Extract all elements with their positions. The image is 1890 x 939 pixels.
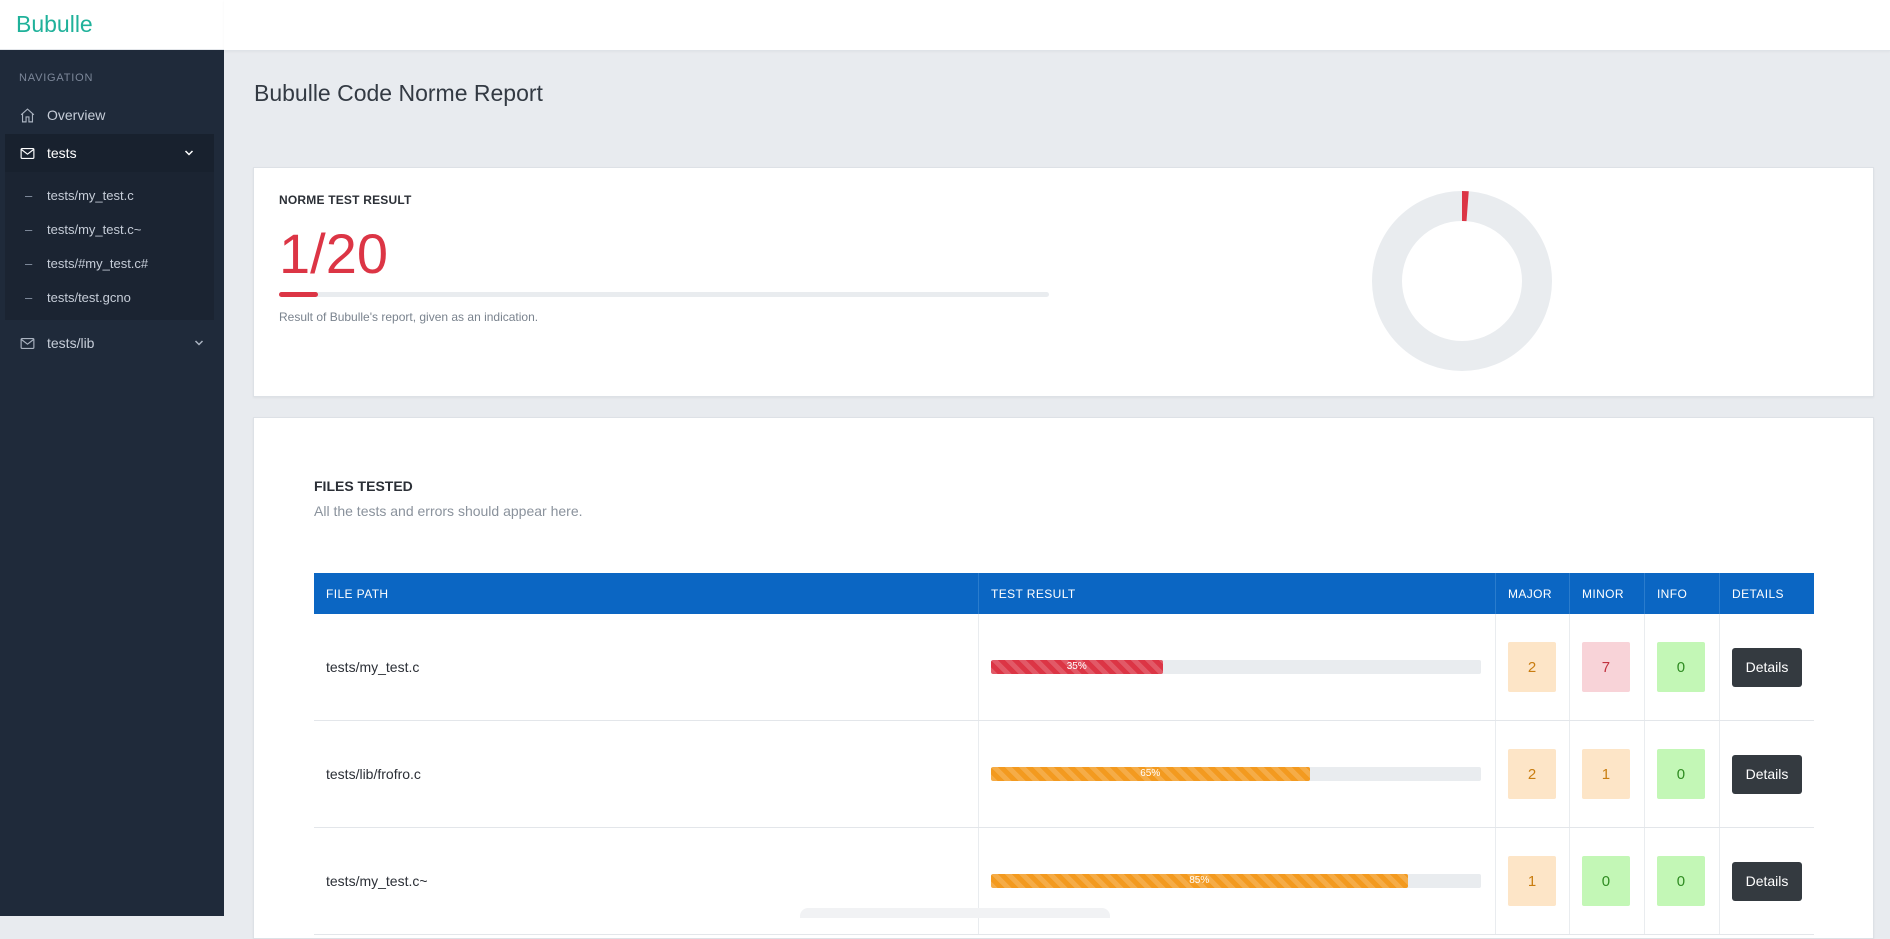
files-title: FILES TESTED <box>314 478 413 494</box>
minor-count-badge: 7 <box>1581 642 1630 692</box>
top-bar <box>224 0 1890 51</box>
header-file-path: FILE PATH <box>314 573 979 614</box>
test-result-bar: 65% <box>991 767 1481 781</box>
test-result-bar: 85% <box>991 874 1481 888</box>
inbox-icon <box>19 144 37 162</box>
sidebar-item-label: Overview <box>47 107 106 123</box>
details-button[interactable]: Details <box>1732 861 1802 901</box>
table-row: tests/my_test.c~ 85% 1 0 0 Details <box>314 827 1814 935</box>
sidebar-item-overview[interactable]: Overview <box>0 96 224 134</box>
home-icon <box>19 106 37 124</box>
minor-count-badge: 1 <box>1581 749 1630 799</box>
score-progress-bar <box>279 292 1049 297</box>
sidebar-item-tests-lib[interactable]: tests/lib <box>0 324 224 362</box>
file-path: tests/my_test.c <box>326 659 420 675</box>
nav-section-title: NAVIGATION <box>19 72 94 84</box>
details-button[interactable]: Details <box>1732 647 1802 687</box>
sidebar-item-label: tests/lib <box>47 335 95 351</box>
major-count-badge: 2 <box>1507 749 1556 799</box>
table-row: tests/lib/frofro.c 65% 2 1 0 Details <box>314 720 1814 828</box>
sidebar-item-label: tests <box>47 145 77 161</box>
sidebar-subitem-file[interactable]: – tests/my_test.c <box>5 178 214 212</box>
header-details: DETAILS <box>1719 573 1814 614</box>
sidebar-subitem-file[interactable]: – tests/#my_test.c# <box>5 246 214 280</box>
table-row: tests/my_test.c 35% 2 7 0 Details <box>314 614 1814 721</box>
details-button[interactable]: Details <box>1732 754 1802 794</box>
sidebar-subitem-label: tests/my_test.c~ <box>47 221 142 237</box>
test-result-fill: 35% <box>991 660 1163 674</box>
header-info: INFO <box>1644 573 1721 614</box>
sidebar-subitem-label: tests/#my_test.c# <box>47 255 149 271</box>
info-count-badge: 0 <box>1656 749 1705 799</box>
sidebar: Bubulle NAVIGATION Overview tests – test… <box>0 0 224 916</box>
brand-logo[interactable]: Bubulle <box>0 0 224 50</box>
test-result-fill: 85% <box>991 874 1408 888</box>
test-result-bar: 35% <box>991 660 1481 674</box>
dash-icon: – <box>25 221 33 237</box>
files-tested-card: FILES TESTED All the tests and errors sh… <box>253 417 1874 939</box>
score-note: Result of Bubulle's report, given as an … <box>279 310 539 324</box>
score-value: 1/20 <box>279 222 388 285</box>
files-table: FILE PATH TEST RESULT MAJOR MINOR INFO D… <box>314 573 1814 935</box>
files-subtitle: All the tests and errors should appear h… <box>314 503 583 519</box>
dash-icon: – <box>25 187 33 203</box>
table-header-row: FILE PATH TEST RESULT MAJOR MINOR INFO D… <box>314 573 1814 614</box>
scroll-hint <box>800 908 1110 918</box>
sidebar-subitem-file[interactable]: – tests/my_test.c~ <box>5 212 214 246</box>
major-count-badge: 1 <box>1507 856 1556 906</box>
file-path: tests/lib/frofro.c <box>326 766 421 782</box>
tests-submenu: – tests/my_test.c – tests/my_test.c~ – t… <box>5 172 214 320</box>
test-result-fill: 65% <box>991 767 1310 781</box>
minor-count-badge: 0 <box>1581 856 1630 906</box>
sidebar-subitem-label: tests/test.gcno <box>47 289 131 305</box>
score-donut-chart <box>1372 191 1552 371</box>
donut-arc <box>1372 191 1552 371</box>
info-count-badge: 0 <box>1656 856 1705 906</box>
dash-icon: – <box>25 289 33 305</box>
header-minor: MINOR <box>1569 573 1645 614</box>
header-test-result: TEST RESULT <box>978 573 1496 614</box>
sidebar-subitem-file[interactable]: – tests/test.gcno <box>5 280 214 314</box>
sidebar-subitem-label: tests/my_test.c <box>47 187 134 203</box>
sidebar-item-tests[interactable]: tests <box>5 134 214 172</box>
inbox-icon <box>19 334 37 352</box>
chevron-down-icon <box>184 148 194 158</box>
dash-icon: – <box>25 255 33 271</box>
norme-result-card: NORME TEST RESULT 1/20 Result of Bubulle… <box>253 167 1874 397</box>
file-path: tests/my_test.c~ <box>326 873 428 889</box>
info-count-badge: 0 <box>1656 642 1705 692</box>
donut-track <box>1372 191 1552 371</box>
score-progress-fill <box>279 292 318 297</box>
chevron-down-icon <box>194 338 204 348</box>
major-count-badge: 2 <box>1507 642 1556 692</box>
result-card-label: NORME TEST RESULT <box>279 193 412 207</box>
header-major: MAJOR <box>1495 573 1570 614</box>
page-title: Bubulle Code Norme Report <box>254 80 543 106</box>
